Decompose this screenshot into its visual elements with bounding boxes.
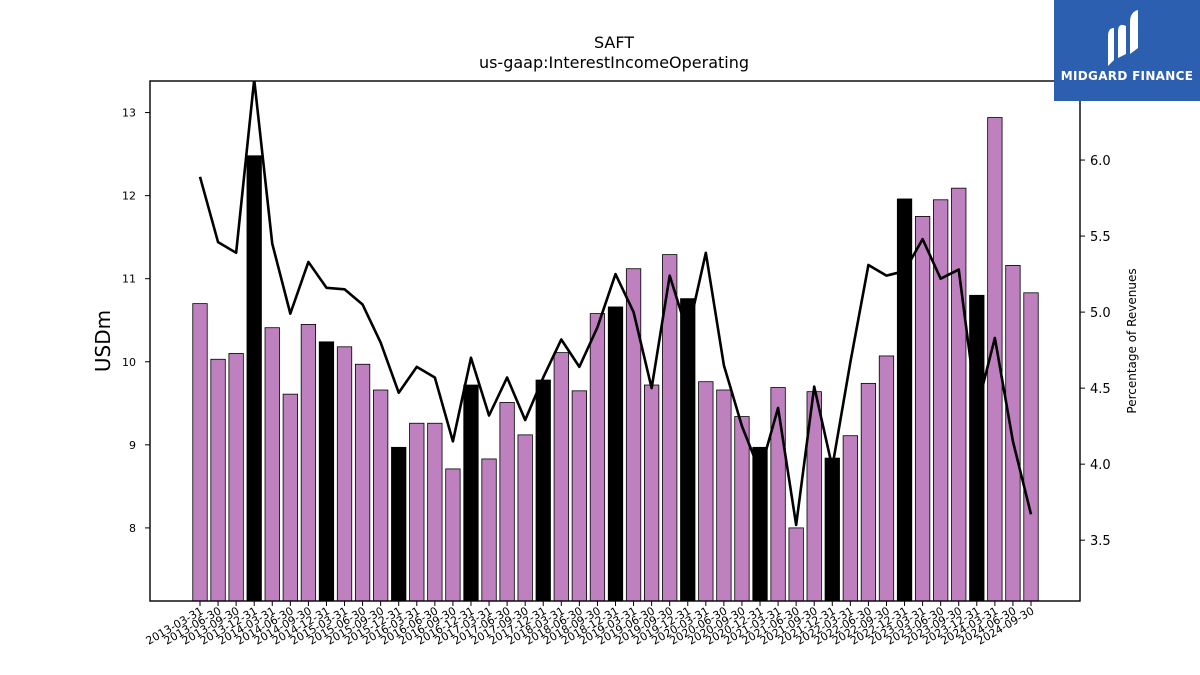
y-axis-label: USDm	[91, 310, 115, 372]
y-tick-label: 13	[122, 107, 136, 120]
chart-title: SAFT	[594, 33, 634, 52]
bar	[409, 422, 425, 602]
y-tick-label: 12	[122, 190, 136, 203]
bar	[463, 384, 479, 602]
y-tick-label: 9	[129, 439, 136, 452]
bar	[716, 389, 732, 602]
bar	[517, 434, 533, 602]
bar	[264, 327, 280, 602]
bar	[969, 294, 985, 602]
bar	[607, 306, 624, 602]
bar	[589, 313, 606, 602]
line-group	[198, 81, 1033, 527]
bar	[644, 384, 660, 602]
logo-mark-icon	[1108, 10, 1138, 66]
plot-frame	[149, 80, 1081, 602]
bar	[391, 446, 407, 602]
bar	[499, 402, 515, 602]
bar	[300, 323, 317, 602]
bar	[336, 346, 353, 602]
bar	[246, 155, 262, 602]
series-line	[198, 81, 1033, 527]
bar	[951, 187, 967, 602]
bar-group	[192, 117, 1039, 602]
bar	[445, 468, 461, 602]
bar	[553, 352, 569, 602]
chart-subtitle: us-gaap:InterestIncomeOperating	[479, 53, 749, 72]
bar	[824, 457, 840, 602]
bar	[318, 341, 335, 602]
bar	[734, 416, 750, 602]
bar	[914, 215, 931, 602]
bar	[571, 390, 587, 602]
brand-logo: MIDGARD FINANCE	[1054, 0, 1200, 101]
bar	[878, 355, 895, 602]
bar	[896, 198, 913, 602]
bar	[210, 358, 226, 602]
bar	[788, 527, 804, 602]
y-right-tick-label: 5.5	[1090, 230, 1111, 245]
bar	[860, 382, 877, 602]
bar	[282, 393, 298, 602]
y-right-tick-label: 6.0	[1090, 154, 1111, 169]
x-axis: 2013-03-312013-06-302013-09-302013-12-31…	[144, 601, 1037, 648]
y-tick-label: 11	[122, 273, 136, 286]
bar	[680, 298, 696, 602]
bar	[770, 387, 786, 602]
y-axis-right-label: Percentage of Revenues	[1125, 268, 1139, 413]
bar	[192, 303, 208, 602]
bar	[1023, 292, 1039, 602]
bar	[481, 458, 497, 602]
y-right-tick-label: 3.5	[1090, 534, 1111, 549]
y-axis-right: 3.5 4.0 4.5 5.0 5.5 6.0	[1080, 154, 1111, 549]
bar	[698, 381, 714, 602]
bar	[535, 379, 551, 602]
y-axis-left: 8 9 10 11 12 13	[122, 107, 150, 535]
y-right-tick-label: 4.0	[1090, 458, 1111, 473]
bar	[1005, 265, 1021, 602]
bar	[842, 435, 858, 602]
bar	[373, 389, 389, 602]
y-tick-label: 10	[122, 356, 136, 369]
y-right-tick-label: 4.5	[1090, 382, 1111, 397]
bar	[228, 353, 244, 602]
bar	[625, 268, 642, 602]
bar	[933, 199, 949, 602]
logo-text: MIDGARD FINANCE	[1060, 69, 1194, 83]
bar	[427, 422, 443, 602]
y-tick-label: 8	[129, 522, 136, 535]
bar	[354, 363, 371, 602]
y-right-tick-label: 5.0	[1090, 306, 1111, 321]
